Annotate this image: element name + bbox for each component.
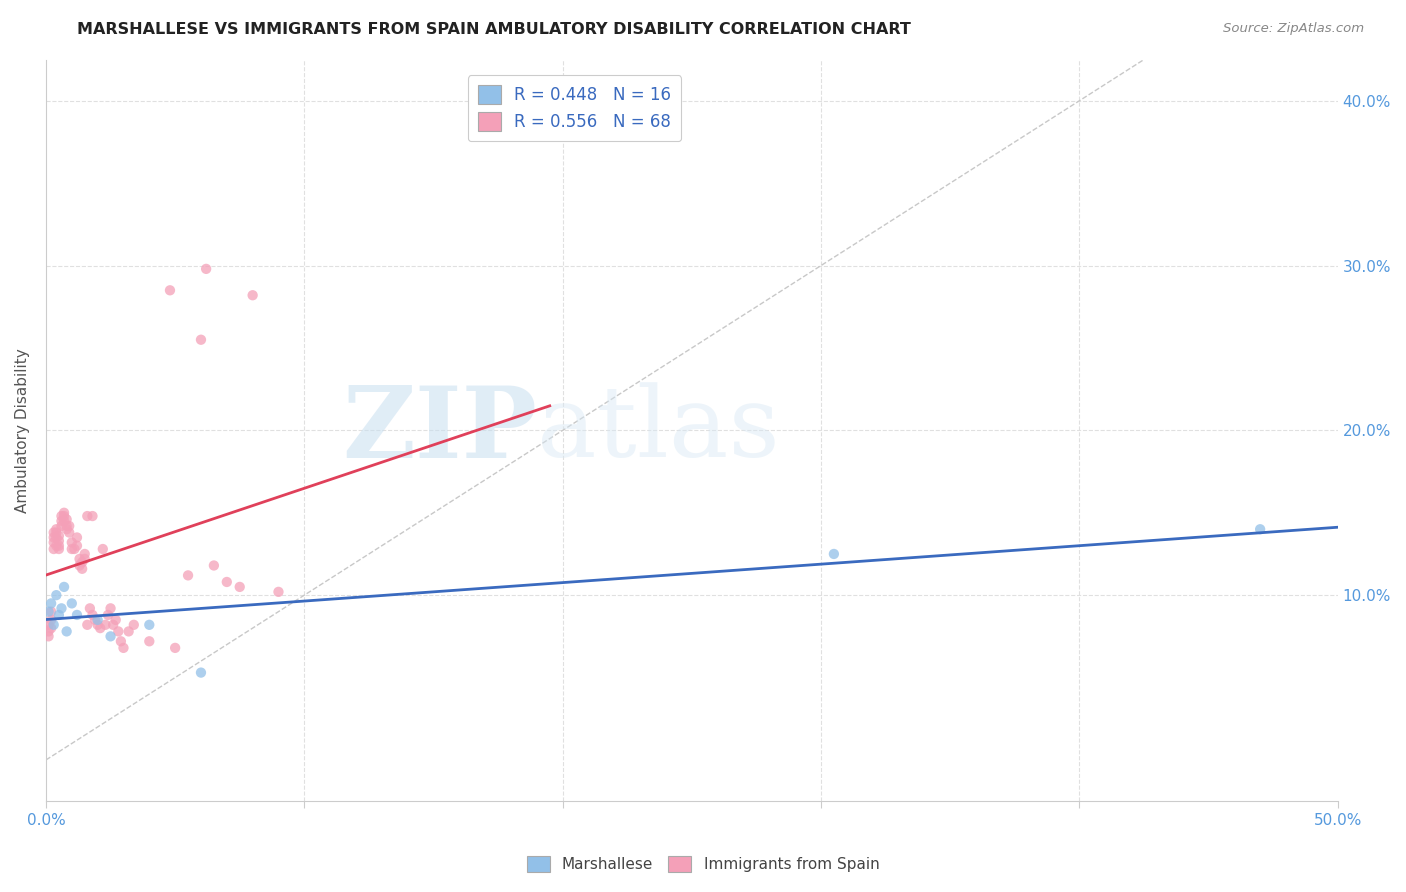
Point bbox=[66, 531, 89, 545]
Point bbox=[45, 522, 67, 536]
Point bbox=[91, 541, 114, 556]
Point bbox=[138, 634, 160, 648]
Point bbox=[42, 535, 65, 549]
Point bbox=[73, 552, 96, 566]
Point bbox=[48, 529, 70, 543]
Point bbox=[55, 512, 77, 526]
Point bbox=[190, 333, 212, 347]
Text: ZIP: ZIP bbox=[342, 382, 537, 479]
Point bbox=[79, 601, 101, 615]
Point bbox=[69, 558, 91, 573]
Point bbox=[84, 613, 107, 627]
Point bbox=[53, 514, 76, 528]
Y-axis label: Ambulatory Disability: Ambulatory Disability bbox=[15, 348, 30, 513]
Point bbox=[58, 525, 80, 540]
Point bbox=[122, 617, 145, 632]
Point bbox=[53, 580, 76, 594]
Point bbox=[53, 509, 76, 524]
Point bbox=[63, 541, 86, 556]
Point bbox=[215, 574, 238, 589]
Point bbox=[39, 613, 62, 627]
Point bbox=[202, 558, 225, 573]
Point bbox=[38, 605, 60, 619]
Point bbox=[1249, 522, 1271, 536]
Point bbox=[45, 531, 67, 545]
Point bbox=[76, 509, 98, 524]
Point bbox=[117, 624, 139, 639]
Point bbox=[39, 596, 62, 610]
Point bbox=[45, 525, 67, 540]
Legend: R = 0.448   N = 16, R = 0.556   N = 68: R = 0.448 N = 16, R = 0.556 N = 68 bbox=[468, 75, 682, 141]
Point bbox=[82, 509, 104, 524]
Point bbox=[39, 605, 62, 619]
Point bbox=[55, 519, 77, 533]
Point bbox=[104, 613, 127, 627]
Point bbox=[159, 283, 181, 297]
Point bbox=[51, 509, 73, 524]
Point bbox=[51, 519, 73, 533]
Point bbox=[107, 624, 129, 639]
Point bbox=[38, 617, 60, 632]
Point bbox=[70, 562, 93, 576]
Point bbox=[66, 539, 89, 553]
Point bbox=[112, 640, 135, 655]
Point bbox=[42, 617, 65, 632]
Point bbox=[60, 596, 83, 610]
Point bbox=[101, 617, 124, 632]
Point bbox=[110, 634, 132, 648]
Point bbox=[89, 621, 111, 635]
Point bbox=[60, 541, 83, 556]
Text: MARSHALLESE VS IMMIGRANTS FROM SPAIN AMBULATORY DISABILITY CORRELATION CHART: MARSHALLESE VS IMMIGRANTS FROM SPAIN AMB… bbox=[77, 22, 911, 37]
Point bbox=[51, 514, 73, 528]
Point bbox=[94, 617, 117, 632]
Point bbox=[76, 617, 98, 632]
Point bbox=[100, 629, 122, 643]
Point bbox=[48, 539, 70, 553]
Point bbox=[823, 547, 845, 561]
Point bbox=[73, 547, 96, 561]
Point bbox=[53, 506, 76, 520]
Point bbox=[138, 617, 160, 632]
Point bbox=[60, 535, 83, 549]
Point bbox=[190, 665, 212, 680]
Point bbox=[267, 585, 290, 599]
Point bbox=[177, 568, 200, 582]
Point bbox=[45, 588, 67, 602]
Text: Source: ZipAtlas.com: Source: ZipAtlas.com bbox=[1223, 22, 1364, 36]
Point bbox=[48, 533, 70, 548]
Point bbox=[38, 629, 60, 643]
Point bbox=[42, 525, 65, 540]
Point bbox=[42, 541, 65, 556]
Point bbox=[48, 607, 70, 622]
Point bbox=[66, 607, 89, 622]
Point bbox=[97, 607, 120, 622]
Point bbox=[58, 519, 80, 533]
Point bbox=[38, 624, 60, 639]
Text: atlas: atlas bbox=[537, 383, 779, 478]
Point bbox=[39, 621, 62, 635]
Point bbox=[86, 613, 108, 627]
Point bbox=[55, 522, 77, 536]
Point bbox=[100, 601, 122, 615]
Point bbox=[82, 607, 104, 622]
Point bbox=[69, 552, 91, 566]
Point bbox=[70, 555, 93, 569]
Point bbox=[195, 261, 218, 276]
Point bbox=[86, 617, 108, 632]
Point bbox=[228, 580, 250, 594]
Legend: Marshallese, Immigrants from Spain: Marshallese, Immigrants from Spain bbox=[519, 848, 887, 880]
Point bbox=[55, 624, 77, 639]
Point bbox=[42, 531, 65, 545]
Point bbox=[48, 541, 70, 556]
Point bbox=[51, 601, 73, 615]
Point bbox=[45, 539, 67, 553]
Point bbox=[242, 288, 264, 302]
Point bbox=[165, 640, 187, 655]
